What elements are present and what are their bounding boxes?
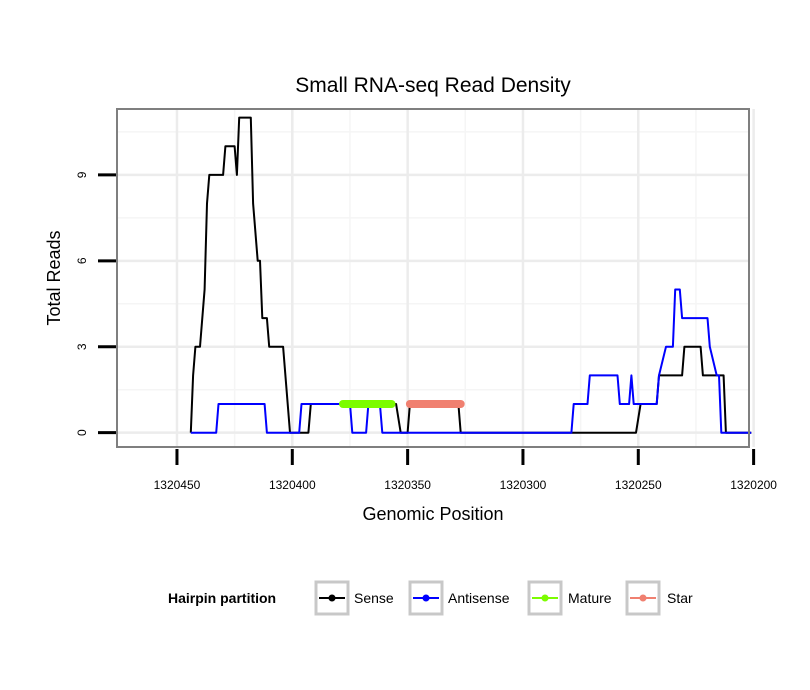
series-antisense [190, 288, 752, 434]
data-series [189, 116, 752, 434]
legend-label-antisense: Antisense [448, 590, 510, 606]
chart-title: Small RNA-seq Read Density [295, 74, 571, 97]
legend: Hairpin partition Sense Antisense Mature St… [168, 580, 693, 616]
x-tick-label: 1320350 [384, 478, 431, 492]
plot-border [116, 108, 750, 448]
x-tick-label: 1320300 [500, 478, 547, 492]
y-tick-label: 0 [75, 429, 89, 436]
y-tick-label: 9 [75, 171, 89, 178]
y-tick-label: 3 [75, 343, 89, 350]
plot-panel [117, 109, 749, 447]
y-axis: 0 3 6 9 [75, 171, 116, 436]
legend-label-sense: Sense [354, 590, 394, 606]
x-tick-label: 1320250 [615, 478, 662, 492]
legend-label-star: Star [667, 590, 693, 606]
x-axis: 1320450 1320400 1320350 1320300 1320250 13202… [154, 449, 777, 492]
legend-key-dot [328, 594, 336, 602]
x-tick-label: 1320400 [269, 478, 316, 492]
x-axis-title: Genomic Position [362, 504, 503, 524]
y-axis-title: Total Reads [44, 230, 64, 325]
legend-key-dot [422, 594, 430, 602]
legend-label-mature: Mature [568, 590, 612, 606]
legend-title: Hairpin partition [168, 590, 276, 606]
x-tick-label: 1320200 [730, 478, 777, 492]
y-tick-label: 6 [75, 257, 89, 264]
legend-key-dot [541, 594, 549, 602]
x-tick-label: 1320450 [154, 478, 201, 492]
legend-key-dot [639, 594, 647, 602]
